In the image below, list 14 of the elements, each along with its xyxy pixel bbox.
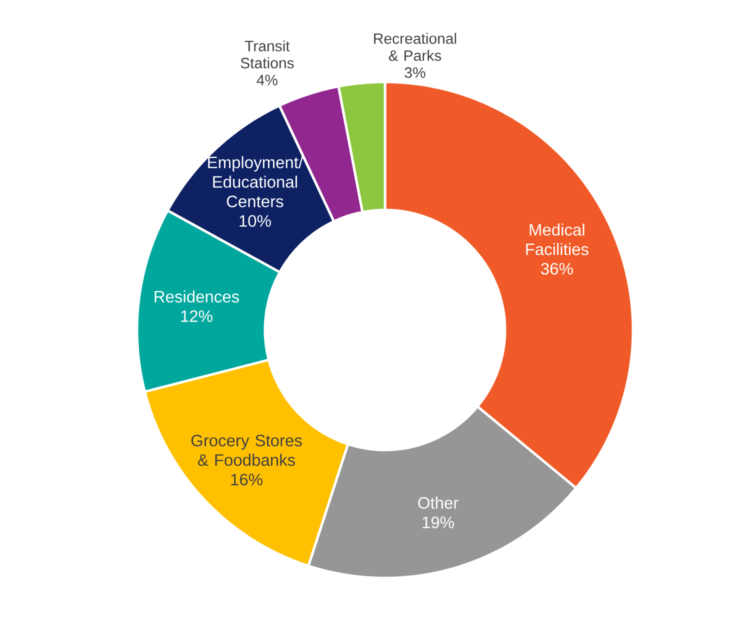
slice-label: Recreational & Parks — [374, 32, 456, 61]
slice-label: Residences — [154, 290, 239, 303]
slice-label: Grocery Stores & Foodbanks — [191, 434, 302, 466]
data-label: 36% — [541, 262, 573, 275]
slice-label: Transit Stations — [240, 40, 294, 68]
slice-label: Other — [418, 496, 458, 509]
slice-label: Employment/ Educational Centers — [208, 156, 304, 208]
data-label: 3% — [404, 67, 426, 78]
data-label: 4% — [256, 74, 278, 86]
slice-label: Medical Facilities — [526, 224, 588, 256]
data-label: 12% — [181, 310, 212, 322]
data-label: 19% — [422, 516, 454, 528]
data-label: 16% — [231, 474, 262, 486]
data-label: 10% — [240, 215, 271, 227]
